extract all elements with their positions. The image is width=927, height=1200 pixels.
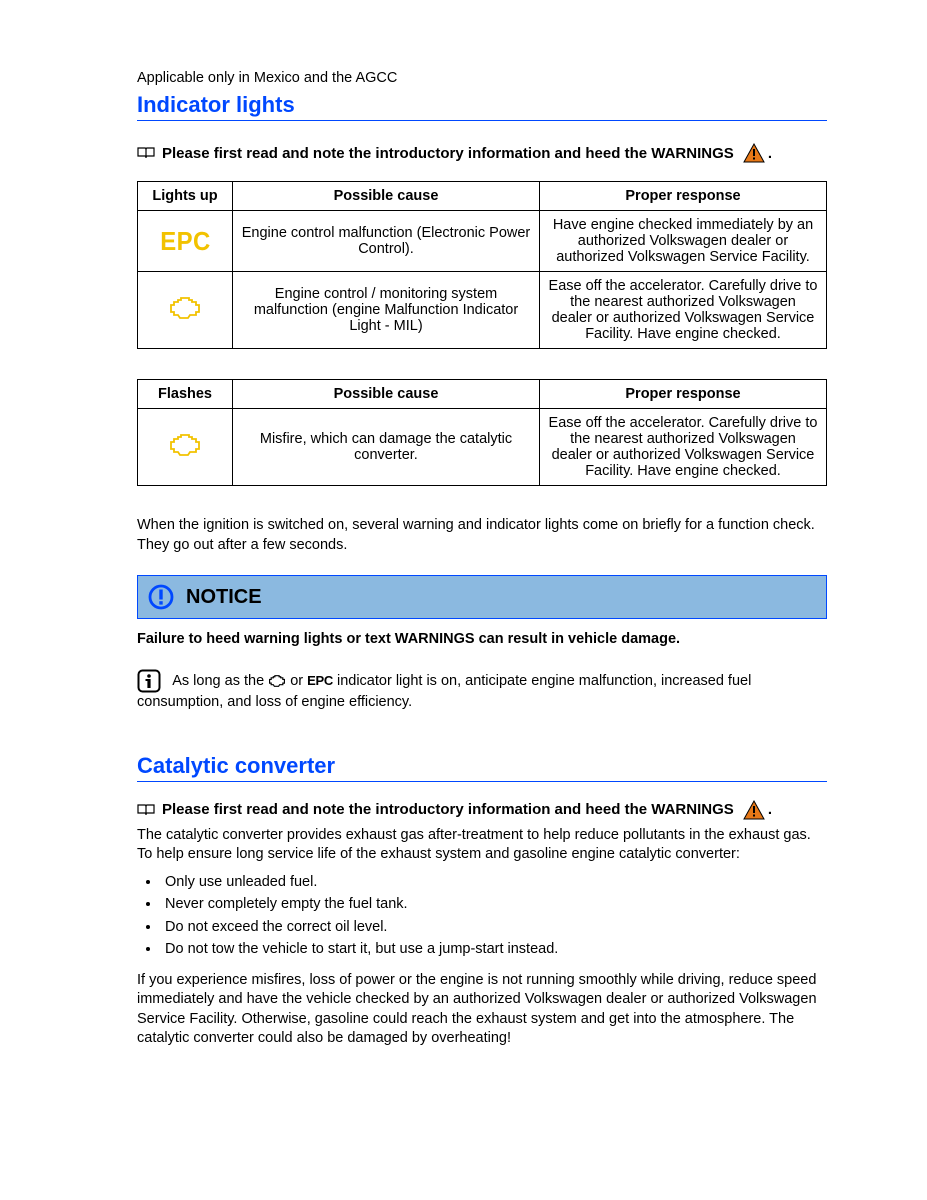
period: .: [768, 145, 772, 162]
intro-warning-line: Please first read and note the introduct…: [137, 143, 827, 163]
proper-response: Have engine checked immediately by an au…: [540, 211, 827, 272]
table-header: Lights up: [138, 182, 233, 211]
period: .: [768, 801, 772, 818]
table-header: Flashes: [138, 380, 233, 409]
engine-icon-small: [268, 675, 286, 687]
engine-icon: [168, 434, 202, 456]
intro-text: Please first read and note the introduct…: [162, 145, 734, 162]
table-header: Possible cause: [233, 182, 540, 211]
indicator-icon-cell: EPC: [138, 211, 233, 272]
function-check-paragraph: When the ignition is switched on, severa…: [137, 516, 827, 555]
proper-response: Ease off the accelerator. Carefully driv…: [540, 272, 827, 349]
list-item: Do not tow the vehicle to start it, but …: [161, 938, 827, 960]
indicator-table-flashes: Flashes Possible cause Proper response M…: [137, 379, 827, 486]
notice-bar: NOTICE: [137, 575, 827, 619]
indicator-icon-cell: [138, 409, 233, 486]
cat-paragraph-1: The catalytic converter provides exhaust…: [137, 826, 827, 865]
table-row: EPC Engine control malfunction (Electron…: [138, 211, 827, 272]
possible-cause: Engine control / monitoring system malfu…: [233, 272, 540, 349]
notice-icon: [148, 584, 174, 610]
notice-text: Failure to heed warning lights or text W…: [137, 631, 827, 647]
info-text-mid1: or: [290, 673, 307, 689]
section-title-indicator-lights: Indicator lights: [137, 92, 827, 121]
list-item: Only use unleaded fuel.: [161, 871, 827, 893]
possible-cause: Misfire, which can damage the catalytic …: [233, 409, 540, 486]
book-icon: [137, 147, 155, 159]
indicator-icon-cell: [138, 272, 233, 349]
cat-paragraph-2: If you experience misfires, loss of powe…: [137, 971, 827, 1049]
intro-warning-line: Please first read and note the introduct…: [137, 800, 827, 820]
epc-icon-small: EPC: [307, 673, 333, 688]
epc-icon: EPC: [160, 226, 211, 257]
info-text-pre: As long as the: [172, 673, 268, 689]
list-item: Do not exceed the correct oil level.: [161, 916, 827, 938]
possible-cause: Engine control malfunction (Electronic P…: [233, 211, 540, 272]
warning-triangle-icon: [743, 143, 765, 163]
notice-label: NOTICE: [186, 586, 262, 609]
info-icon: [137, 669, 161, 693]
intro-text: Please first read and note the introduct…: [162, 801, 734, 818]
table-header: Proper response: [540, 182, 827, 211]
indicator-table-lights-up: Lights up Possible cause Proper response…: [137, 181, 827, 349]
table-row: Engine control / monitoring system malfu…: [138, 272, 827, 349]
engine-icon: [168, 297, 202, 319]
list-item: Never completely empty the fuel tank.: [161, 893, 827, 915]
table-row: Misfire, which can damage the catalytic …: [138, 409, 827, 486]
section-title-catalytic-converter: Catalytic converter: [137, 753, 827, 782]
bullet-list: Only use unleaded fuel. Never completely…: [137, 871, 827, 961]
warning-triangle-icon: [743, 800, 765, 820]
table-header: Possible cause: [233, 380, 540, 409]
info-paragraph: As long as the or EPC indicator light is…: [137, 669, 827, 713]
book-icon: [137, 804, 155, 816]
proper-response: Ease off the accelerator. Carefully driv…: [540, 409, 827, 486]
applicability-note: Applicable only in Mexico and the AGCC: [137, 70, 827, 86]
table-header: Proper response: [540, 380, 827, 409]
